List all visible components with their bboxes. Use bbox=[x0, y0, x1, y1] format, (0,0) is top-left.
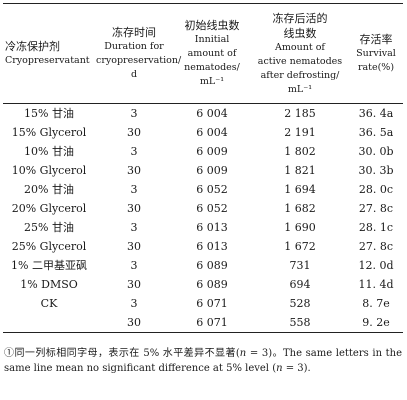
cell-active: 528 bbox=[289, 297, 311, 310]
cell-initial: 6 071 bbox=[196, 297, 228, 310]
cell-active: 1 821 bbox=[284, 164, 316, 177]
cell-agent: 25% Glycerol bbox=[11, 240, 87, 253]
header-active-amount: 冻存后活的 线虫数 Amount of active nematodes aft… bbox=[257, 11, 343, 95]
cell-rate: 36. 4a bbox=[358, 107, 394, 120]
cell-rate: 30. 0b bbox=[358, 145, 394, 158]
cell-initial: 6 089 bbox=[196, 259, 228, 272]
footnote-text: ①同一列标相同字母，表示在 5% 水平差异不显著(n = 3)。The same… bbox=[4, 348, 403, 374]
cell-rate: 12. 0d bbox=[358, 259, 394, 272]
cell-active: 731 bbox=[289, 259, 311, 272]
cell-active: 2 191 bbox=[284, 126, 316, 139]
cell-initial: 6 009 bbox=[196, 164, 228, 177]
cell-initial: 6 052 bbox=[196, 183, 228, 196]
cell-duration: 30 bbox=[127, 240, 141, 253]
cell-rate: 28. 1c bbox=[358, 221, 394, 234]
cell-active: 694 bbox=[289, 278, 311, 291]
cell-agent: 15% Glycerol bbox=[11, 126, 87, 139]
table-row: CK 3 6 071 528 8. 7e bbox=[3, 294, 403, 313]
cell-duration: 3 bbox=[130, 145, 138, 158]
table-row: 15% Glycerol 30 6 004 2 191 36. 5a bbox=[3, 123, 403, 142]
header-duration: 冻存时间 Duration for cryopreservation/ d bbox=[96, 26, 182, 80]
cell-duration: 3 bbox=[130, 297, 138, 310]
cell-agent: 20% Glycerol bbox=[11, 202, 87, 215]
table-row: 25% Glycerol 30 6 013 1 672 27. 8c bbox=[3, 237, 403, 256]
cell-active: 558 bbox=[289, 316, 311, 329]
cell-duration: 3 bbox=[130, 107, 138, 120]
cell-active: 1 672 bbox=[284, 240, 316, 253]
cell-agent: 10% 甘油 bbox=[24, 145, 74, 158]
table-row: 10% 甘油 3 6 009 1 802 30. 0b bbox=[3, 142, 403, 161]
table-row: 15% 甘油 3 6 004 2 185 36. 4a bbox=[3, 104, 403, 124]
cell-initial: 6 013 bbox=[196, 240, 228, 253]
cell-agent: 1% DMSO bbox=[20, 278, 78, 291]
cell-duration: 3 bbox=[130, 221, 138, 234]
cell-rate: 8. 7e bbox=[362, 297, 390, 310]
table-row: 10% Glycerol 30 6 009 1 821 30. 3b bbox=[3, 161, 403, 180]
cell-duration: 30 bbox=[127, 202, 141, 215]
cell-duration: 30 bbox=[127, 316, 141, 329]
table-row: 30 6 071 558 9. 2e bbox=[3, 313, 403, 333]
header-survival-rate: 存活率 Survival rate(%) bbox=[356, 33, 396, 73]
table-header: 冷冻保护剂 Cryopreservatant 冻存时间 Duration for… bbox=[3, 3, 403, 104]
cell-agent: 15% 甘油 bbox=[24, 107, 74, 120]
cell-rate: 27. 8c bbox=[358, 240, 394, 253]
cell-active: 1 682 bbox=[284, 202, 316, 215]
cell-initial: 6 004 bbox=[196, 107, 228, 120]
cell-duration: 3 bbox=[130, 259, 138, 272]
cell-active: 1 694 bbox=[284, 183, 316, 196]
cell-initial: 6 009 bbox=[196, 145, 228, 158]
cell-agent: 20% 甘油 bbox=[24, 183, 74, 196]
cell-active: 1 802 bbox=[284, 145, 316, 158]
cell-agent: 25% 甘油 bbox=[24, 221, 74, 234]
cell-initial: 6 052 bbox=[196, 202, 228, 215]
table-body: 15% 甘油 3 6 004 2 185 36. 4a 15% Glycerol… bbox=[3, 104, 403, 333]
cell-rate: 36. 5a bbox=[358, 126, 394, 139]
table-row: 25% 甘油 3 6 013 1 690 28. 1c bbox=[3, 218, 403, 237]
cell-rate: 30. 3b bbox=[358, 164, 394, 177]
cell-duration: 30 bbox=[127, 126, 141, 139]
table-row: 1% DMSO 30 6 089 694 11. 4d bbox=[3, 275, 403, 294]
cell-rate: 11. 4d bbox=[358, 278, 394, 291]
cell-initial: 6 089 bbox=[196, 278, 228, 291]
cell-agent: 10% Glycerol bbox=[11, 164, 87, 177]
cell-duration: 3 bbox=[130, 183, 138, 196]
table-row: 1% 二甲基亚砜 3 6 089 731 12. 0d bbox=[3, 256, 403, 275]
cell-agent bbox=[3, 313, 95, 333]
cell-rate: 28. 0c bbox=[358, 183, 394, 196]
cell-initial: 6 013 bbox=[196, 221, 228, 234]
cell-agent: CK bbox=[40, 297, 58, 310]
cell-duration: 30 bbox=[127, 278, 141, 291]
cell-rate: 9. 2e bbox=[362, 316, 390, 329]
table-footnote: ①同一列标相同字母，表示在 5% 水平差异不显著(n = 3)。The same… bbox=[4, 346, 402, 376]
cell-active: 2 185 bbox=[284, 107, 316, 120]
table-row: 20% Glycerol 30 6 052 1 682 27. 8c bbox=[3, 199, 403, 218]
header-initial-amount: 初始线虫数 Innitial amount of nematodes/ mL⁻¹ bbox=[184, 19, 240, 87]
header-cryopreservatant: 冷冻保护剂 Cryopreservatant bbox=[5, 40, 90, 66]
cell-rate: 27. 8c bbox=[358, 202, 394, 215]
table-row: 20% 甘油 3 6 052 1 694 28. 0c bbox=[3, 180, 403, 199]
cell-initial: 6 071 bbox=[196, 316, 228, 329]
survival-table: 冷冻保护剂 Cryopreservatant 冻存时间 Duration for… bbox=[3, 3, 403, 333]
cell-agent: 1% 二甲基亚砜 bbox=[11, 259, 87, 272]
cell-duration: 30 bbox=[127, 164, 141, 177]
cell-initial: 6 004 bbox=[196, 126, 228, 139]
cell-active: 1 690 bbox=[284, 221, 316, 234]
